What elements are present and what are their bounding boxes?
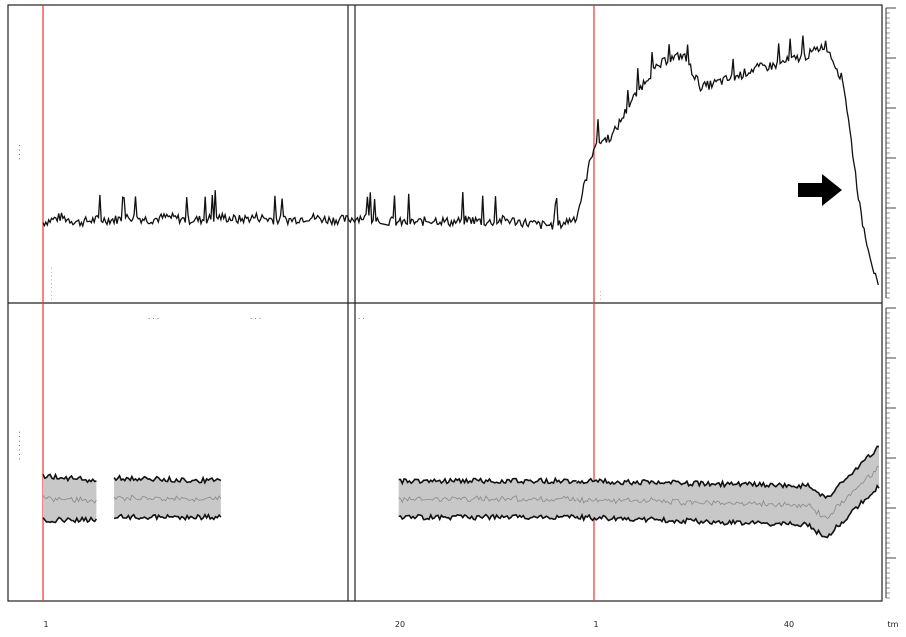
band-upper-line	[113, 474, 222, 485]
band-upper-line	[42, 472, 97, 484]
band-upper-line	[398, 476, 577, 486]
right-scale	[885, 7, 896, 599]
top-trace	[42, 35, 879, 286]
event-label-2: · · ·	[598, 290, 605, 300]
bottom-axis-label: · · · · · · ·	[16, 431, 24, 460]
x-tick-label: tm	[888, 620, 899, 629]
bottom-band	[42, 445, 880, 539]
x-tick-label: 1	[593, 620, 598, 629]
band-mean-line	[398, 495, 577, 504]
bottom-marker-c: · ·	[358, 315, 365, 323]
x-tick-label: 20	[395, 620, 405, 629]
event-label-1: · · · · · · · · ·	[49, 267, 56, 300]
band-fill	[398, 478, 577, 520]
bottom-marker-a: · · ·	[148, 315, 159, 323]
x-tick-label: 1	[43, 620, 48, 629]
x-axis: 1 20 1 40 tm	[43, 620, 898, 629]
band-lower-line	[575, 483, 880, 539]
band-lower-line	[42, 515, 98, 524]
top-series-line	[42, 35, 879, 286]
band-mean-line	[42, 494, 97, 504]
band-upper-line	[576, 445, 880, 500]
band-lower-line	[398, 512, 577, 522]
band-mean-line	[113, 494, 222, 503]
band-fill	[576, 446, 879, 538]
x-tick-label: 40	[784, 620, 794, 629]
drop-arrow-icon	[798, 174, 842, 206]
band-mean-line	[576, 466, 880, 519]
band-lower-line	[113, 513, 222, 522]
top-axis-label: · · · ·	[16, 144, 24, 160]
bottom-marker-b: · · ·	[250, 315, 261, 323]
